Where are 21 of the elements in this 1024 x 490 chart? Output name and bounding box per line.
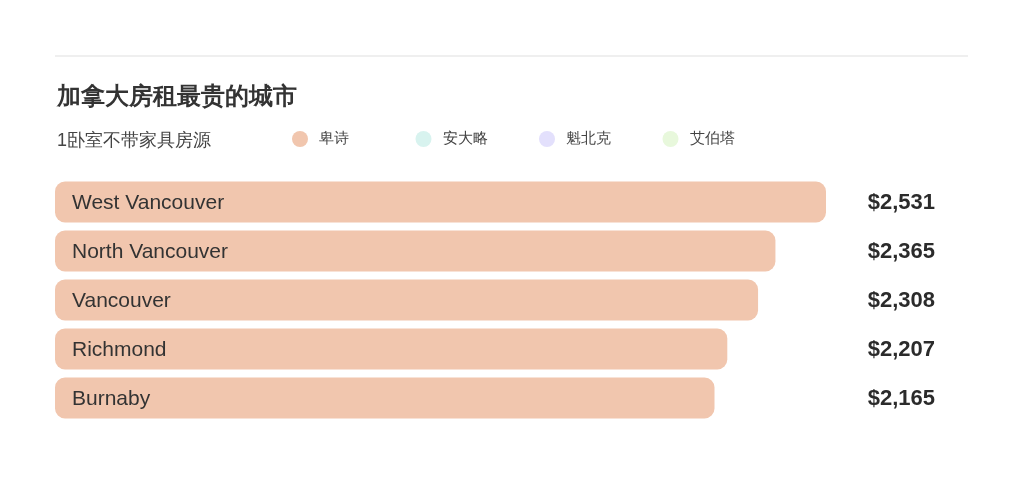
- legend-label: 魁北克: [566, 129, 611, 147]
- data-label: $2,365: [867, 238, 935, 264]
- data-label: $2,531: [867, 189, 935, 215]
- data-label: $2,165: [867, 385, 935, 411]
- legend-label: 艾伯塔: [689, 129, 735, 147]
- y-tick-label: North Vancouver: [72, 238, 229, 262]
- legend-label: 卑诗: [319, 129, 349, 147]
- bar: [55, 328, 728, 370]
- y-tick-label: Richmond: [72, 336, 167, 360]
- bar: [55, 181, 826, 223]
- y-tick-label: Burnaby: [72, 385, 151, 409]
- chart-title: 加拿大房租最贵的城市: [56, 82, 297, 109]
- data-label: $2,207: [867, 336, 935, 362]
- bar: [55, 279, 759, 321]
- bar: [55, 377, 715, 419]
- chart-subtitle: 1卧室不带家具房源: [57, 130, 212, 150]
- y-tick-label: Vancouver: [72, 287, 171, 311]
- legend-label: 安大略: [442, 129, 488, 147]
- y-tick-label: West Vancouver: [72, 189, 225, 213]
- data-label: $2,308: [867, 287, 935, 313]
- bar: [55, 230, 776, 272]
